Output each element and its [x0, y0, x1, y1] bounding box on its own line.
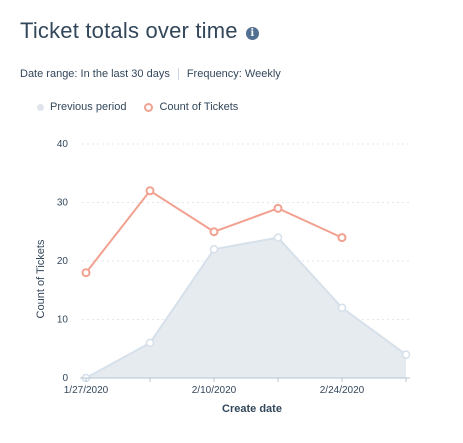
page-title: Ticket totals over time [20, 18, 238, 43]
legend-item-previous[interactable]: Previous period [37, 101, 126, 113]
date-range-label: Date range: In the last 30 days [20, 68, 170, 80]
chart-legend: Previous period Count of Tickets [37, 101, 238, 113]
previous-point[interactable] [209, 245, 219, 254]
x-tick-label: 2/24/2020 [320, 385, 365, 396]
current-point[interactable] [81, 268, 91, 278]
y-tick-label: 0 [62, 373, 68, 384]
current-point[interactable] [337, 233, 347, 243]
info-icon[interactable]: i [245, 26, 259, 40]
current-point[interactable] [209, 227, 219, 237]
y-tick-label: 40 [57, 139, 69, 150]
y-tick-label: 30 [57, 198, 69, 209]
legend-item-current[interactable]: Count of Tickets [144, 101, 238, 113]
x-tick-label: 1/27/2020 [64, 385, 109, 396]
legend-label-current: Count of Tickets [159, 101, 239, 113]
legend-swatch-current [144, 102, 154, 112]
y-axis-title: Count of Tickets [35, 239, 47, 318]
previous-point[interactable] [337, 303, 347, 313]
previous-point[interactable] [145, 338, 155, 348]
previous-point[interactable] [273, 233, 283, 242]
y-tick-label: 20 [57, 256, 69, 267]
current-point[interactable] [273, 203, 283, 213]
frequency-label: Frequency: Weekly [186, 68, 281, 80]
previous-point[interactable] [401, 350, 411, 359]
series-previous-line [85, 236, 407, 379]
y-tick-label: 10 [57, 315, 69, 326]
legend-swatch-previous [37, 103, 44, 111]
chart-header: Ticket totals over time i [20, 18, 259, 44]
x-axis-title: Create date [222, 403, 282, 415]
legend-label-previous: Previous period [50, 101, 127, 113]
meta-divider [177, 68, 179, 80]
current-point[interactable] [145, 186, 155, 196]
filter-summary: Date range: In the last 30 days Frequenc… [20, 68, 281, 80]
series-previous-area [86, 237, 406, 378]
x-tick-label: 2/10/2020 [192, 385, 237, 396]
